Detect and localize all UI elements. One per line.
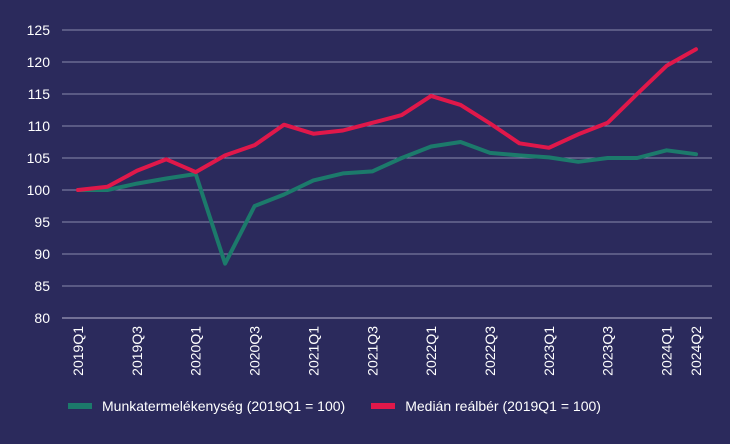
x-tick-label: 2023Q3 — [600, 326, 616, 376]
y-tick-label: 120 — [27, 54, 51, 70]
series-line-productivity — [76, 140, 698, 266]
y-tick-label: 100 — [27, 182, 51, 198]
y-tick-label: 95 — [34, 214, 50, 230]
legend-label-wage: Medián reálbér (2019Q1 = 100) — [405, 398, 601, 414]
legend-item-productivity: Munkatermelékenység (2019Q1 = 100) — [68, 398, 345, 414]
legend-item-wage: Medián reálbér (2019Q1 = 100) — [371, 398, 601, 414]
x-tick-label: 2020Q3 — [247, 326, 263, 376]
x-tick-label: 2022Q1 — [423, 326, 439, 376]
x-tick-label: 2019Q1 — [70, 326, 86, 376]
legend-swatch-productivity — [68, 403, 92, 409]
y-tick-label: 90 — [34, 246, 50, 262]
legend: Munkatermelékenység (2019Q1 = 100) Mediá… — [68, 398, 627, 414]
y-tick-label: 115 — [28, 86, 51, 102]
y-tick-label: 125 — [27, 22, 51, 38]
x-tick-label: 2022Q3 — [482, 326, 498, 376]
y-tick-label: 80 — [34, 310, 50, 326]
y-tick-label: 110 — [28, 118, 51, 134]
series-line-wage — [76, 47, 698, 192]
y-tick-label: 105 — [27, 150, 51, 166]
x-tick-label: 2019Q3 — [129, 326, 145, 376]
y-tick-label: 85 — [34, 278, 50, 294]
legend-swatch-wage — [371, 403, 396, 409]
x-tick-label: 2021Q1 — [305, 326, 321, 376]
x-tick-label: 2020Q1 — [188, 326, 204, 376]
legend-label-productivity: Munkatermelékenység (2019Q1 = 100) — [102, 398, 346, 414]
x-tick-label: 2024Q1 — [659, 326, 675, 376]
x-tick-label: 2023Q1 — [541, 326, 557, 376]
x-tick-label: 2021Q3 — [364, 326, 380, 376]
x-tick-label: 2024Q2 — [688, 326, 704, 376]
